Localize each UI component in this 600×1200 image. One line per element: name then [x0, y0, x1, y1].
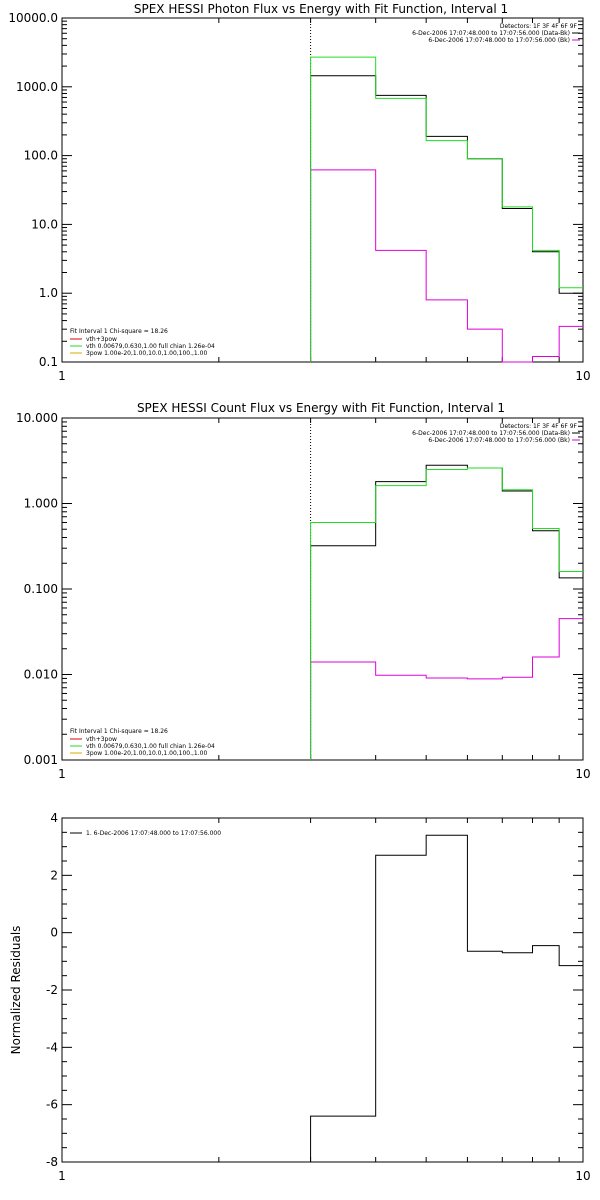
series-line [310, 618, 583, 760]
y-tick-label: 1.0 [39, 286, 58, 300]
legend-top: Detectors: 1F 3F 4F 6F 9F 6-Dec-2006 17:… [412, 23, 580, 44]
data-marks [310, 418, 583, 760]
legend-item: vth+3pow [86, 736, 117, 743]
legend-fit-header: Fit Interval 1 Chi-square = 18.26 [70, 328, 168, 335]
plot-frame [61, 17, 584, 363]
data-marks [310, 18, 583, 363]
series-line [310, 56, 583, 362]
y-tick-label: 4 [50, 811, 58, 825]
x-tick-label: 1 [58, 767, 66, 781]
legend-detectors: Detectors: 1F 3F 4F 6F 9F [500, 23, 578, 30]
legend-item: vth 0.00679,0.630,1.00 full chian 1.26e-… [86, 743, 215, 750]
residuals-chart: 1 10 4 2 0 -2 -4 -6 -8 Normalized Residuals 1. 6… [9, 811, 591, 1183]
y-tick-label: -2 [46, 983, 58, 997]
y-tick-label: 1.000 [24, 497, 58, 511]
legend-top: Detectors: 1F 3F 4F 6F 9F 6-Dec-2006 17:… [412, 423, 580, 444]
photon-flux-chart: SPEX HESSI Photon Flux vs Energy with Fi… [8, 2, 590, 383]
y-tick-label: 1000.0 [16, 80, 58, 94]
y-tick-label: 100.0 [24, 149, 58, 163]
axis-ticks: 1 10 10000.0 1000.0 100.0 10.0 1.0 0.1 [8, 11, 590, 383]
y-tick-label: 10000.0 [8, 11, 58, 25]
series-line [310, 464, 583, 760]
legend-item: 3pow 1.00e-20,1.00,10.0,1.00,100.,1.00 [86, 350, 207, 357]
legend-detectors: Detectors: 1F 3F 4F 6F 9F [500, 423, 578, 430]
y-tick-label: 0 [50, 926, 58, 940]
x-tick-label: 10 [575, 369, 590, 383]
y-tick-label: 10.000 [16, 411, 58, 425]
y-tick-label: 0.100 [24, 582, 58, 596]
series-line [310, 834, 583, 1162]
x-tick-label: 10 [575, 767, 590, 781]
y-tick-label: 2 [50, 868, 58, 882]
legend-item: 1. 6-Dec-2006 17:07:48.000 to 17:07:56.0… [86, 830, 221, 837]
y-tick-label: -4 [46, 1040, 58, 1054]
series-line [310, 169, 583, 363]
legend-item: 3pow 1.00e-20,1.00,10.0,1.00,100.,1.00 [86, 750, 207, 757]
legend-bottom: Fit Interval 1 Chi-square = 18.26 vth+3p… [70, 328, 215, 357]
legend-bk: 6-Dec-2006 17:07:48.000 to 17:07:56.000 … [428, 437, 570, 444]
axis-ticks: 1 10 4 2 0 -2 -4 -6 -8 [46, 811, 591, 1183]
y-tick-label: 0.001 [24, 753, 58, 767]
plot-frame [61, 817, 584, 1163]
x-tick-label: 1 [58, 369, 66, 383]
axis-ticks: 1 10 10.000 1.000 0.100 0.010 0.001 [16, 411, 591, 781]
chart-title: SPEX HESSI Photon Flux vs Energy with Fi… [134, 2, 508, 16]
data-marks [310, 834, 583, 1162]
legend-top: 1. 6-Dec-2006 17:07:48.000 to 17:07:56.0… [70, 830, 221, 837]
y-tick-label: -6 [46, 1098, 58, 1112]
y-tick-label: 10.0 [31, 217, 58, 231]
x-tick-label: 1 [58, 1169, 66, 1183]
series-line [310, 467, 583, 760]
y-tick-label: 0.010 [24, 668, 58, 682]
x-tick-label: 10 [575, 1169, 590, 1183]
legend-item: vth+3pow [86, 336, 117, 343]
legend-data-bk: 6-Dec-2006 17:07:48.000 to 17:07:56.000 … [412, 30, 570, 37]
plot-frame [61, 417, 584, 761]
legend-fit-header: Fit Interval 1 Chi-square = 18.26 [70, 728, 168, 735]
series-line [310, 75, 583, 362]
chart-title: SPEX HESSI Count Flux vs Energy with Fit… [137, 401, 505, 415]
legend-data-bk: 6-Dec-2006 17:07:48.000 to 17:07:56.000 … [412, 430, 570, 437]
y-tick-label: 0.1 [39, 355, 58, 369]
y-tick-label: -8 [46, 1155, 58, 1169]
legend-bottom: Fit Interval 1 Chi-square = 18.26 vth+3p… [70, 728, 215, 757]
legend-bk: 6-Dec-2006 17:07:48.000 to 17:07:56.000 … [428, 37, 570, 44]
legend-item: vth 0.00679,0.630,1.00 full chian 1.26e-… [86, 343, 215, 350]
y-axis-label: Normalized Residuals [9, 926, 23, 1055]
count-flux-chart: SPEX HESSI Count Flux vs Energy with Fit… [16, 401, 591, 781]
